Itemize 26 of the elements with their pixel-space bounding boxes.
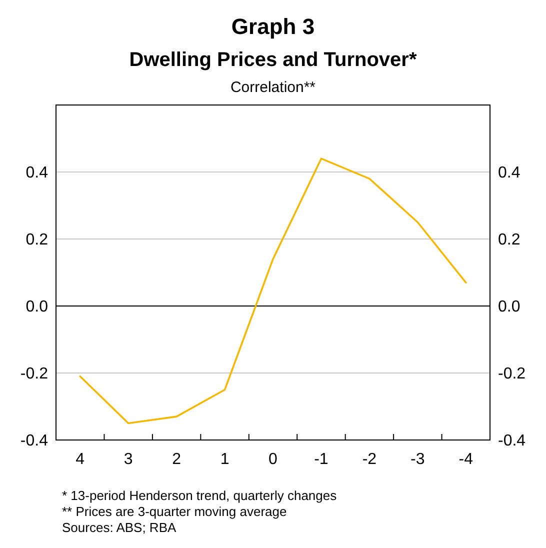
y-tick-label: 0.2: [26, 232, 48, 249]
x-tick-label: -4: [458, 451, 474, 468]
x-tick-label: -1: [314, 451, 328, 468]
y-tick-label: 0.0: [26, 298, 48, 316]
y2-tick-label: 0.0: [498, 298, 520, 316]
text: ** Prices are 3-quarter moving average: [62, 504, 287, 519]
y2-tick-label: 0.4: [498, 164, 520, 182]
y2-tick-label: -0.4: [498, 432, 526, 450]
x-tick-label: -2: [362, 451, 377, 468]
chart-subtitle: Dwelling Prices and Turnover*: [129, 49, 417, 71]
x-tick-label: 3: [124, 451, 133, 468]
x-tick-label: -3: [410, 451, 425, 468]
chart-title: Graph 3: [231, 14, 315, 39]
y2-tick-label: 0.2: [498, 232, 520, 249]
y-tick-label: -0.2: [20, 366, 48, 383]
x-tick-label: 0: [268, 451, 278, 468]
y-axis-title: Correlation**: [230, 79, 316, 96]
text: * 13-period Henderson trend, quarterly changes: [62, 488, 338, 503]
x-tick-label: 4: [76, 451, 85, 468]
y-tick-label: 0.4: [26, 164, 48, 182]
x-tick-label: 2: [172, 451, 182, 468]
line-series: [79, 158, 467, 424]
y-tick-label: -0.4: [20, 432, 48, 450]
y2-tick-label: -0.2: [498, 366, 526, 383]
source-note: Sources: ABS; RBA: [62, 520, 176, 535]
x-tick-label: 1: [220, 451, 230, 468]
